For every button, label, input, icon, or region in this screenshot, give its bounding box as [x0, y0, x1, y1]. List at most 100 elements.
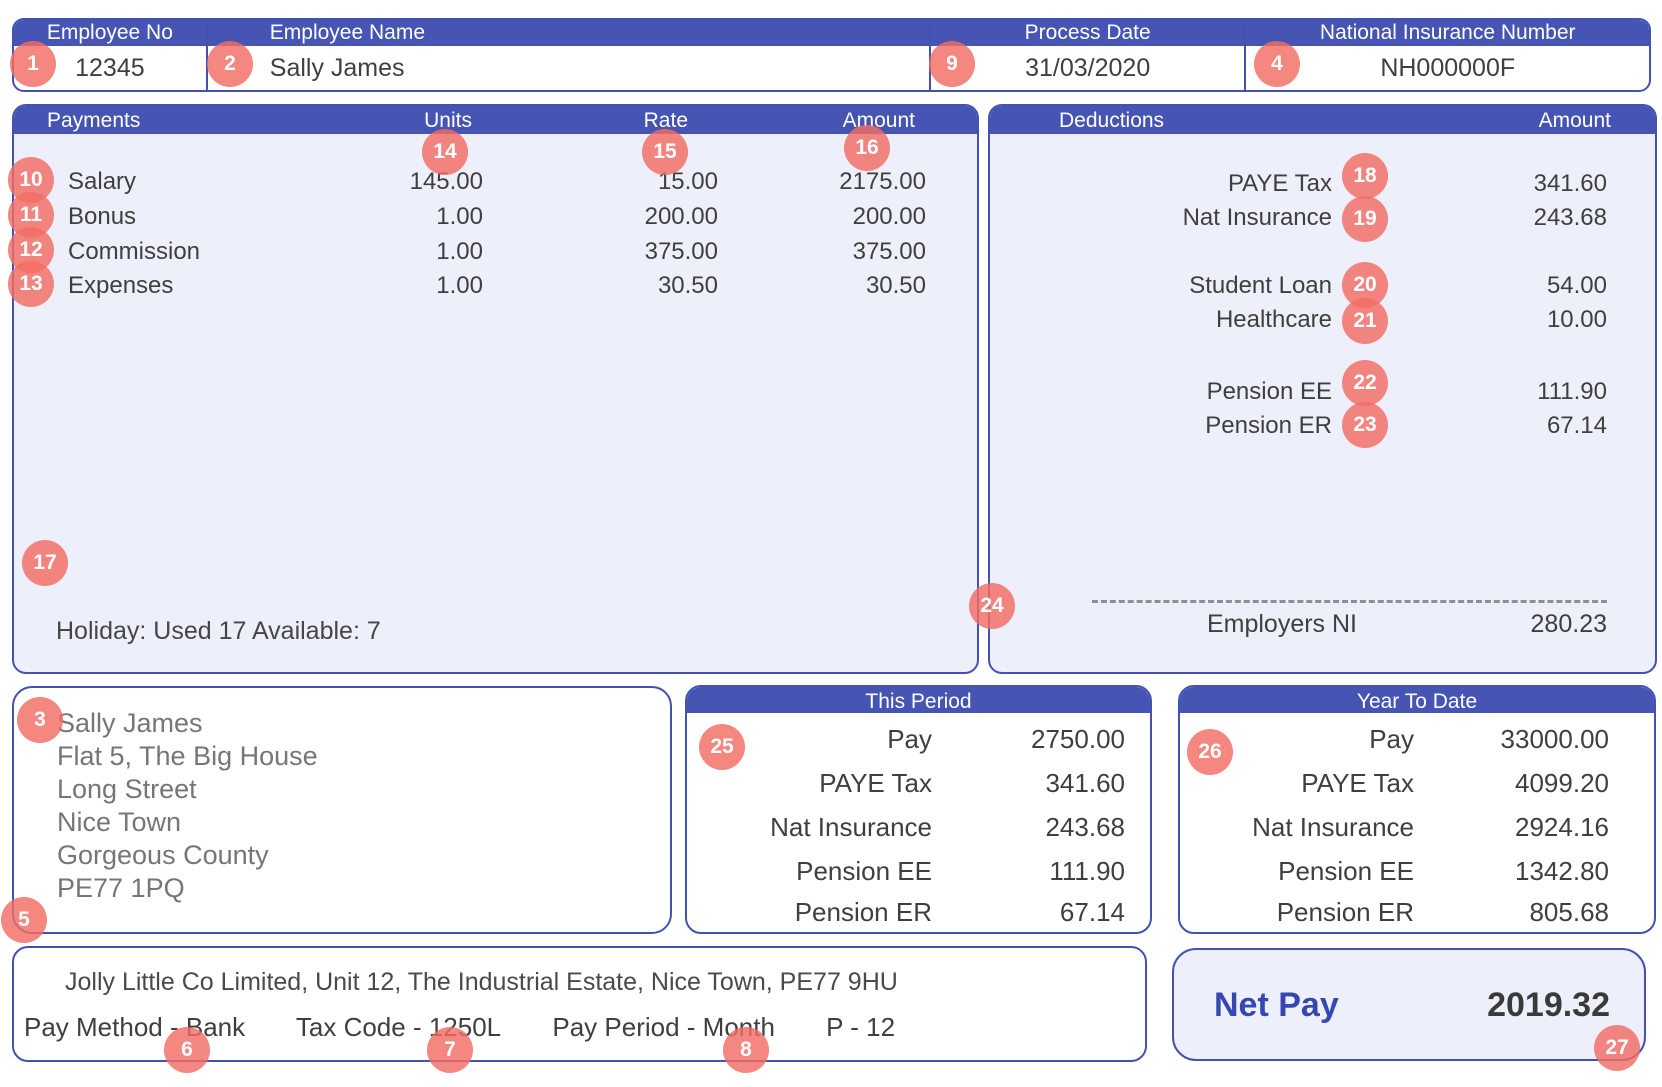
deduction-label: Nat Insurance — [1182, 204, 1332, 231]
deduction-amount: 111.90 — [1537, 378, 1607, 405]
annotation-badge-13[interactable]: 13 — [8, 261, 54, 307]
ytd-amount: 4099.20 — [1515, 768, 1609, 798]
deduction-amount: 54.00 — [1546, 272, 1607, 299]
period-amount: 67.14 — [1059, 897, 1125, 927]
annotation-badge-27[interactable]: 27 — [1594, 1025, 1640, 1071]
employers-ni-amount: 280.23 — [1530, 610, 1607, 638]
annotation-badge-18[interactable]: 18 — [1342, 153, 1388, 199]
this-period-panel: This Period Pay 2750.00 PAYE Tax 341.60 … — [685, 685, 1152, 934]
this-period-title: This Period — [865, 690, 972, 713]
annotation-badge-6[interactable]: 6 — [164, 1027, 210, 1073]
ytd-label: PAYE Tax — [1301, 768, 1414, 798]
annotation-badge-17[interactable]: 17 — [22, 540, 68, 586]
process-date-cell: Process Date 31/03/2020 — [930, 20, 1247, 90]
tax-code: Tax Code - 1250L — [295, 1012, 502, 1042]
annotation-badge-5[interactable]: 5 — [1, 897, 47, 943]
employers-ni-label: Employers NI — [1206, 610, 1357, 638]
annotation-badge-21[interactable]: 21 — [1342, 298, 1388, 344]
annotation-badge-8[interactable]: 8 — [723, 1027, 769, 1073]
annotation-badge-9[interactable]: 9 — [929, 41, 975, 87]
this-period-row-paye: PAYE Tax 341.60 — [687, 768, 1150, 798]
annotation-badge-15[interactable]: 15 — [642, 129, 688, 175]
annotation-badge-24[interactable]: 24 — [969, 583, 1015, 629]
deduction-label: Student Loan — [1189, 272, 1332, 299]
deduction-label: Pension EE — [1206, 378, 1332, 405]
deductions-panel: Deductions Amount PAYE Tax 341.60 Nat In… — [988, 104, 1657, 674]
payment-amount: 200.00 — [852, 203, 926, 230]
this-period-row-pension-ee: Pension EE 111.90 — [687, 856, 1150, 886]
payment-label: Commission — [68, 238, 201, 265]
company-info-box: Jolly Little Co Limited, Unit 12, The In… — [12, 946, 1147, 1062]
rate-column-header: Rate — [643, 109, 688, 132]
holiday-note: Holiday: Used 17 Available: 7 — [56, 617, 381, 645]
period-label: PAYE Tax — [819, 768, 932, 798]
deduction-row-paye: PAYE Tax 341.60 — [990, 170, 1655, 200]
payment-row-expenses: Expenses 1.00 30.50 30.50 — [14, 272, 977, 302]
ytd-label: Pension EE — [1278, 856, 1414, 886]
employee-info-bar: Employee No 12345 Employee Name Sally Ja… — [12, 18, 1651, 92]
deduction-amount: 10.00 — [1546, 306, 1607, 333]
payments-panel-header: Payments Units Rate Amount — [14, 106, 977, 134]
this-period-header: This Period — [687, 687, 1150, 713]
deduction-row-nat-insurance: Nat Insurance 243.68 — [990, 204, 1655, 234]
payments-title: Payments — [47, 109, 141, 132]
annotation-badge-7[interactable]: 7 — [427, 1027, 473, 1073]
process-date-value: 31/03/2020 — [1025, 53, 1151, 82]
annotation-badge-3[interactable]: 3 — [17, 697, 63, 743]
payment-label: Bonus — [68, 203, 137, 230]
payment-label: Expenses — [68, 272, 174, 299]
ytd-row-nat-insurance: Nat Insurance 2924.16 — [1180, 812, 1654, 842]
ytd-row-pension-er: Pension ER 805.68 — [1180, 897, 1654, 927]
period-label: Nat Insurance — [770, 812, 932, 842]
annotation-badge-14[interactable]: 14 — [422, 129, 468, 175]
ytd-label: Pension ER — [1276, 897, 1414, 927]
deduction-label: Healthcare — [1215, 306, 1332, 333]
ytd-row-pay: Pay 33000.00 — [1180, 724, 1654, 754]
ytd-label: Nat Insurance — [1252, 812, 1414, 842]
payment-units: 1.00 — [436, 272, 483, 299]
annotation-badge-2[interactable]: 2 — [207, 41, 253, 87]
deduction-amount: 243.68 — [1533, 204, 1607, 231]
ni-number-value: NH000000F — [1380, 53, 1516, 82]
annotation-badge-4[interactable]: 4 — [1254, 41, 1300, 87]
deduction-label: PAYE Tax — [1227, 170, 1332, 197]
employers-ni-divider — [1092, 600, 1607, 603]
payment-row-commission: Commission 1.00 375.00 375.00 — [14, 238, 977, 268]
deduction-row-pension-ee: Pension EE 111.90 — [990, 378, 1655, 408]
address-line: Sally James — [57, 708, 203, 738]
deduction-label: Pension ER — [1205, 412, 1332, 439]
annotation-badge-25[interactable]: 25 — [699, 724, 745, 770]
payment-amount: 30.50 — [865, 272, 926, 299]
annotation-badge-22[interactable]: 22 — [1342, 360, 1388, 406]
ni-number-header: National Insurance Number — [1246, 20, 1649, 46]
pay-terms-line: Pay Method - Bank Tax Code - 1250L Pay P… — [24, 1012, 939, 1043]
payment-units: 1.00 — [436, 238, 483, 265]
payment-rate: 200.00 — [644, 203, 718, 230]
year-to-date-panel: Year To Date Pay 33000.00 PAYE Tax 4099.… — [1178, 685, 1656, 934]
period-amount: 243.68 — [1045, 812, 1125, 842]
period-label: Pension EE — [796, 856, 932, 886]
deductions-title: Deductions — [1059, 109, 1165, 132]
annotation-badge-1[interactable]: 1 — [10, 41, 56, 87]
payment-rate: 375.00 — [644, 238, 718, 265]
payment-rate: 30.50 — [657, 272, 718, 299]
address-line: PE77 1PQ — [57, 873, 185, 903]
year-to-date-title: Year To Date — [1356, 690, 1478, 713]
annotation-badge-23[interactable]: 23 — [1342, 402, 1388, 448]
pay-method: Pay Method - Bank — [24, 1012, 246, 1042]
annotation-badge-16[interactable]: 16 — [844, 125, 890, 171]
deduction-row-student-loan: Student Loan 54.00 — [990, 272, 1655, 302]
period-number: P - 12 — [826, 1012, 896, 1042]
period-amount: 341.60 — [1045, 768, 1125, 798]
ytd-amount: 805.68 — [1529, 897, 1609, 927]
employee-address-box: Sally James Flat 5, The Big House Long S… — [12, 686, 672, 934]
annotation-badge-19[interactable]: 19 — [1342, 196, 1388, 242]
employers-ni-row: Employers NI 280.23 — [990, 610, 1655, 640]
deduction-row-pension-er: Pension ER 67.14 — [990, 412, 1655, 442]
ytd-amount: 2924.16 — [1515, 812, 1609, 842]
ytd-row-paye: PAYE Tax 4099.20 — [1180, 768, 1654, 798]
year-to-date-header: Year To Date — [1180, 687, 1654, 713]
units-column-header: Units — [424, 109, 472, 132]
address-line: Nice Town — [57, 807, 182, 837]
annotation-badge-26[interactable]: 26 — [1187, 729, 1233, 775]
